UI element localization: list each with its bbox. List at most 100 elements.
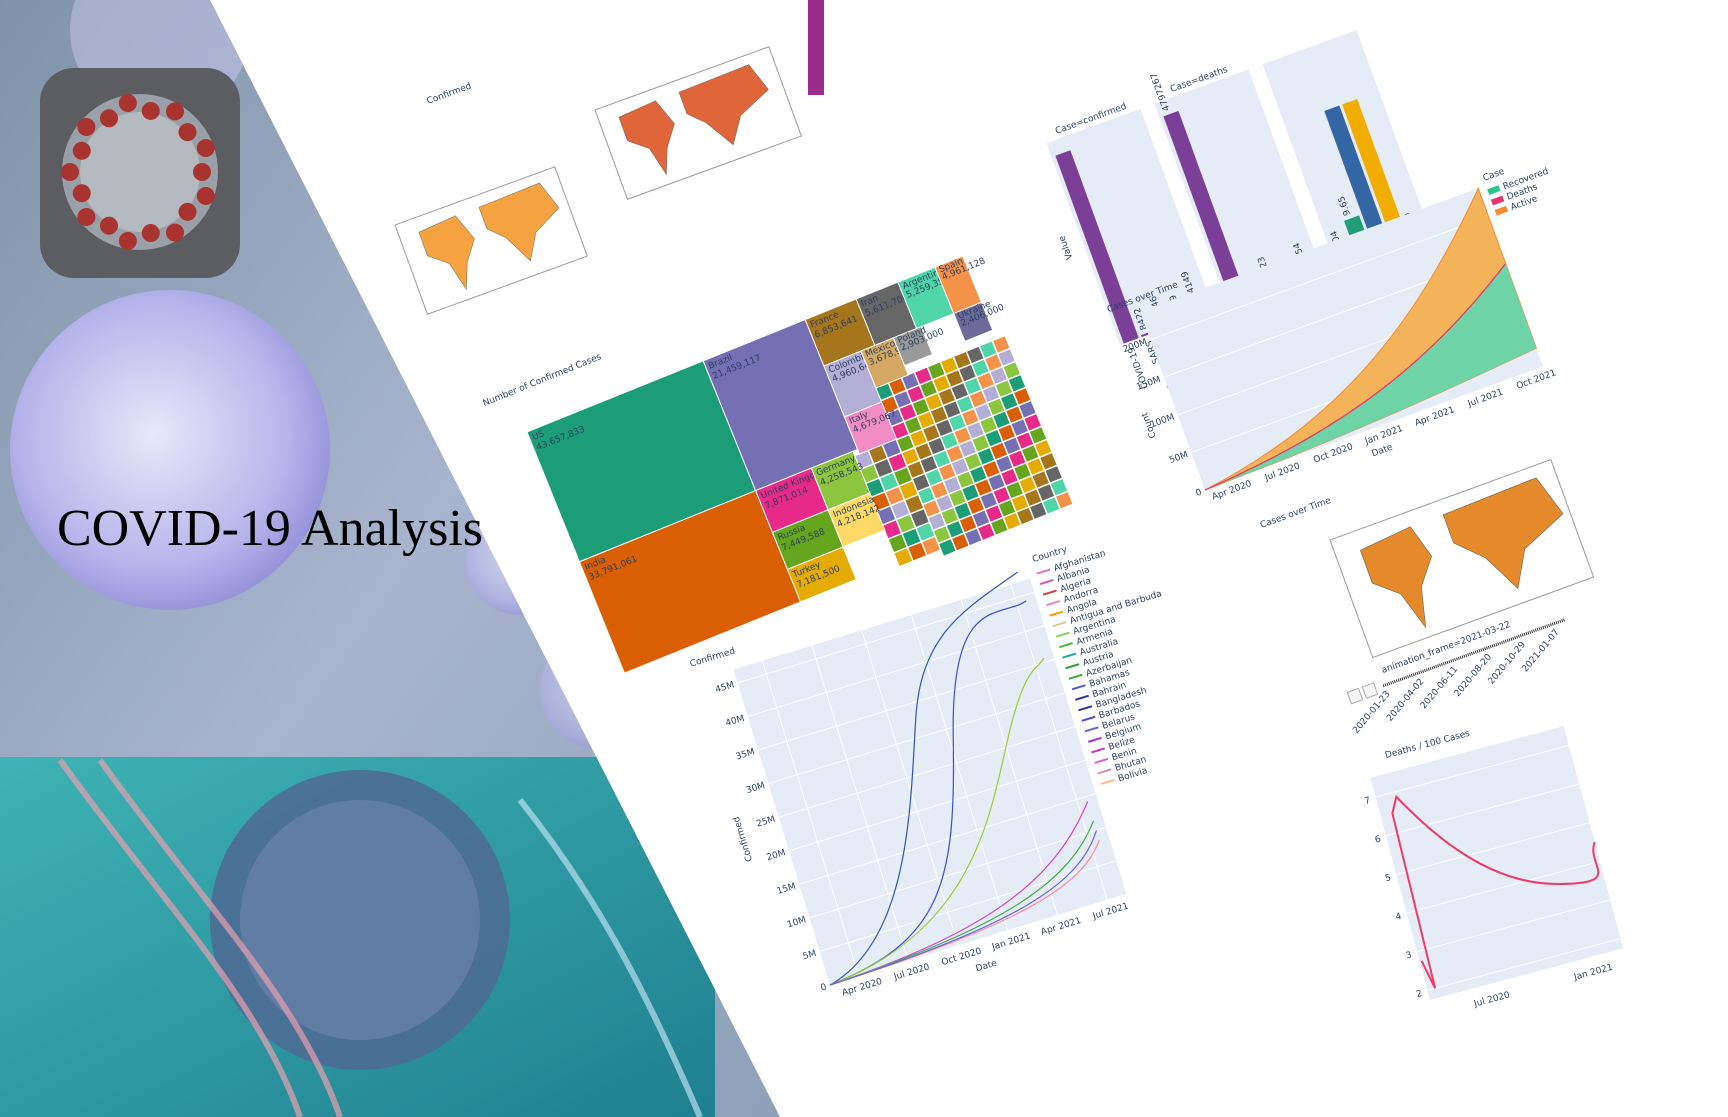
treemap-small-cell: [890, 500, 910, 520]
treemap-small-cell: [971, 359, 990, 377]
grid-line: [747, 625, 1045, 717]
grid-line: [778, 726, 1076, 818]
treemap-cell: [953, 301, 994, 342]
legend-swatch: [1075, 694, 1090, 701]
treemap-small-cell: [979, 340, 998, 359]
treemap-small-cell: [987, 473, 1006, 492]
y-tick-label: 0: [820, 982, 829, 993]
treemap-small-cell: [930, 481, 949, 500]
treemap-small-cell: [1050, 478, 1068, 497]
legend-swatch: [1058, 642, 1073, 649]
treemap-small-cell: [976, 372, 995, 390]
bar: [1324, 105, 1391, 252]
treemap-small-cell: [982, 460, 1001, 479]
treemap-small-cell: [935, 419, 954, 437]
grid-line: [799, 793, 1096, 885]
grid-line: [758, 658, 1055, 751]
treemap-small-cell: [966, 421, 985, 440]
treemap-small-cell: [917, 486, 936, 505]
treemap-small-cell: [914, 367, 933, 385]
treemap-small-cell: [974, 478, 993, 497]
grid-line: [1427, 938, 1621, 991]
treemap-small-cell: [940, 432, 959, 450]
treemap-small-cell: [912, 398, 930, 416]
grid-line: [1204, 366, 1544, 491]
grid-line: [1385, 783, 1580, 837]
icon-spike: [77, 118, 96, 137]
treemap-small-cell: [972, 509, 990, 528]
treemap-small-cell: [1000, 468, 1019, 486]
treemap-small-cell: [966, 346, 985, 364]
play-button[interactable]: [1346, 687, 1364, 705]
treemap-small-cell: [951, 458, 969, 476]
treemap-small-cell: [1044, 465, 1063, 484]
legend-swatch: [1084, 726, 1099, 733]
icon-spike: [166, 102, 184, 121]
treemap-small-cell: [1026, 457, 1045, 476]
treemap-small-cell: [959, 515, 977, 533]
treemap-small-cell: [992, 335, 1011, 354]
treemap-small-cell: [921, 536, 941, 556]
treemap-small-cell: [922, 499, 941, 518]
treemap-small-cell: [1000, 392, 1019, 411]
treemap-small-cell: [1005, 405, 1024, 424]
legend-swatch: [1039, 579, 1054, 586]
treemap-small-cell: [961, 483, 980, 502]
bar: [1163, 110, 1247, 305]
page-title: COVID-19 Analysis: [57, 500, 483, 557]
treemap-small-cell: [1018, 400, 1037, 419]
icon-spike: [61, 163, 79, 181]
icon-spike: [196, 139, 215, 158]
y-tick-label: 3: [1405, 950, 1413, 961]
legend-swatch: [1094, 757, 1109, 764]
treemap-small-cell: [1002, 361, 1021, 380]
y-tick-label: 4: [1395, 912, 1403, 923]
treemap-small-cell: [1021, 444, 1040, 463]
treemap-small-cell: [910, 508, 930, 528]
treemap-small-cell: [1011, 494, 1029, 512]
chart-title: Cases over Time: [1259, 496, 1333, 531]
treemap-small-cell: [1029, 426, 1047, 445]
y-tick-label: 2: [1415, 989, 1423, 1000]
pause-button[interactable]: [1361, 682, 1379, 699]
treemap-small-cell: [969, 390, 987, 408]
plot-area: [733, 578, 1127, 985]
y-tick-label: 5: [1384, 873, 1392, 884]
series-line: [829, 801, 1089, 986]
legend-swatch: [1036, 568, 1051, 575]
legend-title: Case: [1482, 167, 1507, 184]
treemap-small-cell: [1055, 491, 1073, 510]
y-tick-label: 7: [1364, 796, 1372, 807]
treemap-small-cell: [948, 489, 967, 507]
treemap-small-cell: [995, 455, 1014, 473]
treemap-small-cell: [969, 465, 988, 484]
treemap-small-cell: [985, 504, 1003, 523]
icon-spike: [141, 101, 160, 120]
treemap-small-cell: [956, 470, 975, 489]
treemap-small-cell: [917, 411, 935, 429]
icon-spikes: [61, 94, 215, 250]
grid-line: [861, 630, 959, 946]
grid-line: [788, 759, 1086, 852]
treemap-small-cell: [1042, 496, 1060, 515]
plot-area: [1154, 69, 1323, 306]
treemap-small-cell: [1037, 483, 1055, 502]
treemap-small-cell: [887, 453, 907, 472]
treemap-small-cell: [1010, 418, 1029, 437]
treemap-small-cell: [967, 496, 985, 515]
grid-line: [829, 893, 1127, 986]
map-land: [1360, 477, 1564, 629]
grid-line: [960, 599, 1059, 916]
grid-line: [1375, 744, 1569, 798]
map: [394, 166, 588, 315]
treemap-small-cell: [956, 395, 974, 414]
x-tick-label: Jul 2021: [1091, 902, 1130, 923]
treemap-small-cell: [974, 403, 993, 421]
treemap-small-cell: [930, 406, 948, 424]
treemap-small-cell: [1005, 481, 1024, 499]
y-tick-label: 6: [1374, 834, 1382, 845]
treemap-cell: [843, 401, 898, 455]
x-axis-title: Date: [1371, 442, 1395, 459]
legend-swatch: [1487, 185, 1501, 195]
treemap-small-cell: [1029, 501, 1048, 520]
